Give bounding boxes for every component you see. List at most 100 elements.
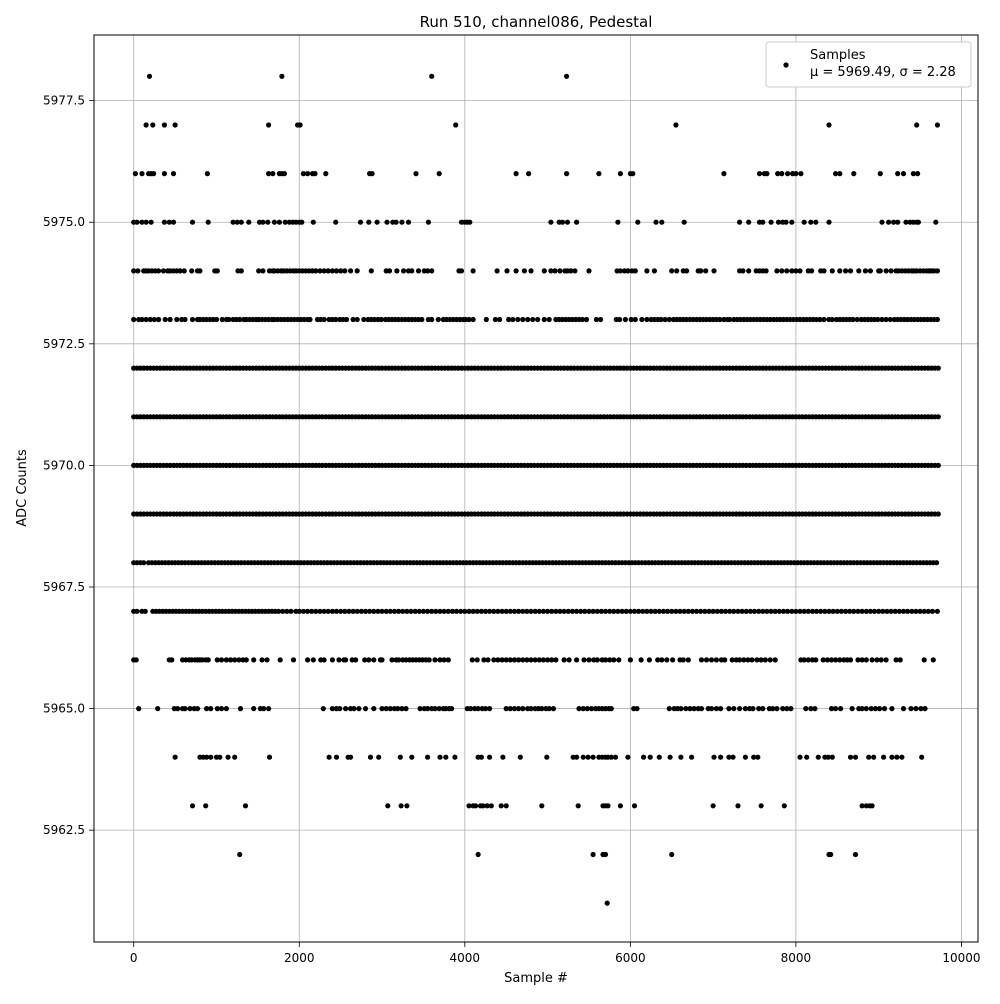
- data-point: [468, 706, 474, 712]
- data-point: [528, 706, 534, 712]
- data-point: [859, 608, 865, 614]
- data-point: [797, 608, 803, 614]
- data-point: [828, 657, 835, 663]
- data-point: [656, 754, 662, 760]
- data-point: [617, 803, 624, 809]
- data-point: [187, 706, 193, 712]
- data-point: [208, 754, 214, 760]
- data-point: [881, 706, 888, 712]
- data-point: [503, 608, 509, 614]
- data-point: [742, 754, 749, 760]
- data-point: [462, 608, 468, 614]
- data-point: [746, 268, 752, 274]
- data-point: [491, 608, 497, 614]
- data-point: [590, 851, 596, 858]
- data-point: [785, 171, 791, 177]
- data-point: [408, 608, 414, 614]
- data-point: [214, 706, 220, 712]
- data-point: [762, 657, 768, 663]
- data-point: [583, 316, 590, 323]
- data-point: [266, 122, 272, 128]
- data-point: [384, 219, 390, 225]
- data-point: [326, 754, 332, 760]
- data-point: [856, 268, 862, 274]
- data-point: [574, 608, 580, 614]
- data-point: [623, 608, 629, 614]
- data-point: [739, 608, 745, 614]
- data-point: [307, 316, 313, 323]
- data-point: [921, 657, 927, 663]
- data-point: [141, 560, 147, 566]
- data-point: [809, 268, 815, 274]
- data-point: [329, 268, 335, 274]
- data-point: [503, 803, 509, 809]
- data-point: [877, 268, 883, 274]
- data-point: [713, 706, 720, 712]
- y-tick-label: 5962.5: [43, 823, 85, 837]
- data-point: [134, 219, 140, 225]
- data-point: [399, 219, 405, 225]
- data-point: [400, 608, 406, 614]
- data-point: [532, 657, 538, 663]
- data-point: [160, 268, 167, 274]
- data-point: [458, 268, 465, 274]
- data-point: [540, 657, 547, 663]
- data-point: [678, 754, 684, 760]
- data-point: [820, 657, 826, 663]
- data-point: [525, 316, 531, 323]
- data-point: [266, 171, 272, 177]
- data-point: [545, 608, 551, 614]
- data-point: [156, 316, 162, 323]
- data-point: [746, 219, 752, 225]
- data-point: [574, 754, 580, 760]
- data-point: [242, 803, 249, 809]
- data-point: [506, 316, 512, 323]
- data-point: [544, 754, 550, 760]
- data-point: [429, 608, 435, 614]
- data-point: [829, 316, 835, 323]
- data-point: [429, 316, 435, 323]
- data-point: [775, 171, 781, 177]
- data-point: [894, 754, 900, 760]
- data-point: [708, 657, 715, 663]
- data-point: [710, 608, 716, 614]
- data-point: [774, 268, 780, 274]
- data-point: [660, 608, 667, 614]
- data-point: [528, 608, 534, 614]
- data-point: [628, 316, 634, 323]
- data-point: [317, 608, 323, 614]
- data-point: [646, 657, 653, 663]
- data-point: [779, 268, 785, 274]
- data-point: [683, 706, 689, 712]
- data-point: [760, 219, 766, 225]
- data-point: [495, 657, 501, 663]
- data-point: [664, 657, 670, 663]
- data-point: [821, 316, 827, 323]
- data-point: [772, 657, 778, 663]
- data-point: [433, 608, 439, 614]
- data-point: [887, 316, 893, 323]
- data-point: [546, 316, 552, 323]
- chart-title: Run 510, channel086, Pedestal: [420, 13, 653, 31]
- data-point: [625, 268, 631, 274]
- data-point: [847, 608, 853, 614]
- data-point: [694, 608, 700, 614]
- data-point: [604, 900, 610, 906]
- data-point: [838, 608, 845, 614]
- data-point: [478, 608, 484, 614]
- data-point: [435, 316, 441, 323]
- data-point: [530, 316, 536, 323]
- data-point: [387, 608, 393, 614]
- data-point: [630, 171, 636, 177]
- data-point: [641, 754, 647, 760]
- data-point: [475, 851, 481, 858]
- data-point: [881, 754, 887, 760]
- data-point: [561, 608, 567, 614]
- data-point: [751, 608, 758, 614]
- data-point: [680, 657, 686, 663]
- data-point: [617, 268, 624, 274]
- data-point: [666, 316, 672, 323]
- data-point: [706, 608, 712, 614]
- data-point: [596, 171, 602, 177]
